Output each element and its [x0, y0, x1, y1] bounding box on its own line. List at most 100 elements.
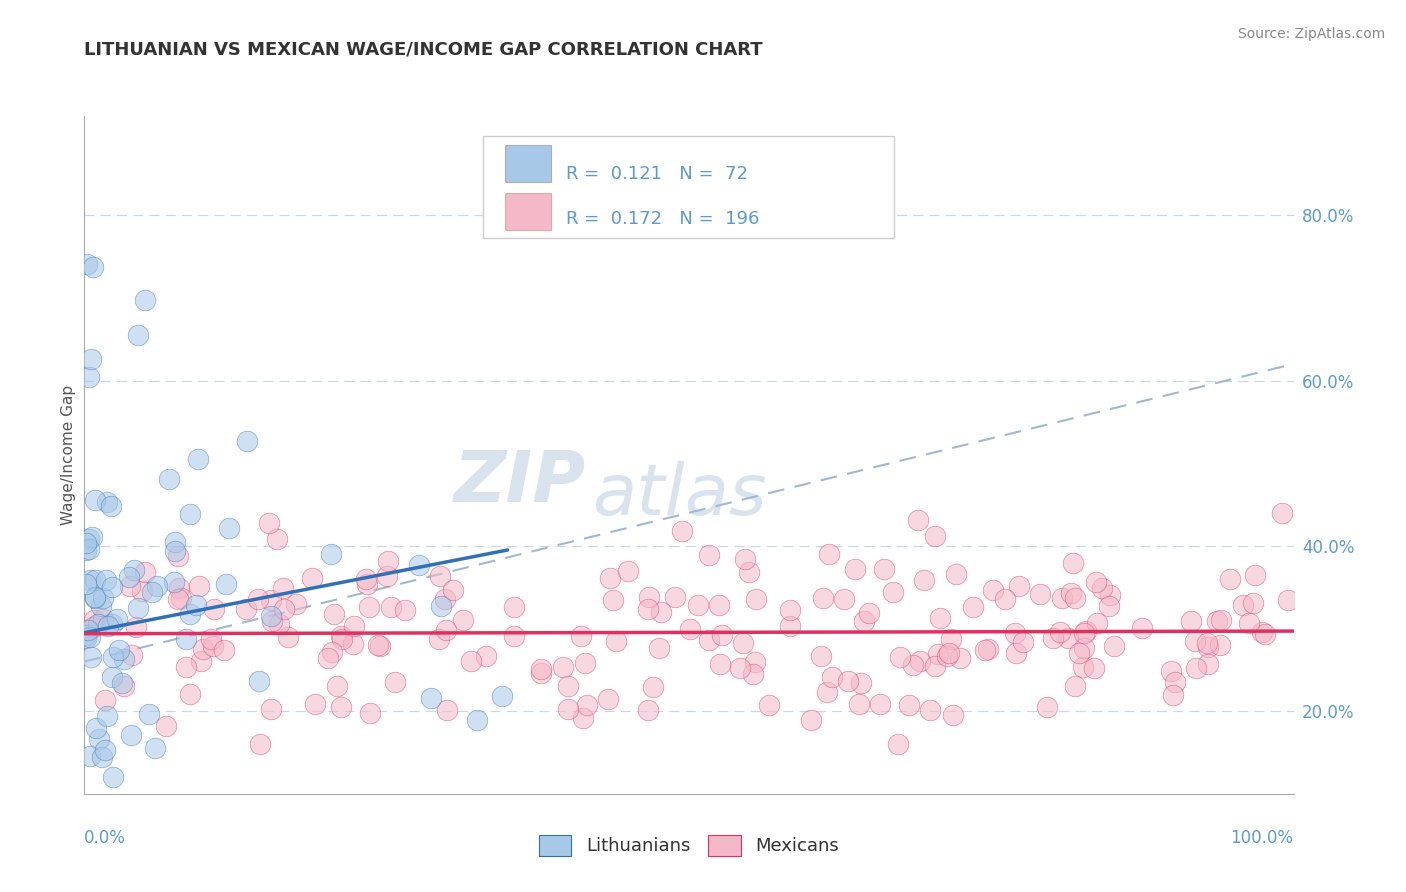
Point	[118, 570, 141, 584]
Point	[650, 605, 672, 619]
Point	[101, 580, 124, 594]
Point	[87, 616, 110, 631]
Point	[80, 351, 103, 366]
Point	[707, 598, 730, 612]
Point	[898, 698, 921, 712]
Point	[832, 592, 855, 607]
Point	[962, 600, 984, 615]
Point	[108, 643, 131, 657]
Point	[266, 532, 288, 546]
Point	[83, 493, 105, 508]
Point	[949, 651, 972, 665]
Point	[79, 532, 101, 546]
Point	[738, 565, 761, 579]
Point	[1185, 661, 1208, 675]
Point	[76, 257, 98, 271]
Point	[1008, 579, 1031, 593]
Point	[169, 581, 191, 595]
Point	[918, 703, 941, 717]
Point	[530, 666, 553, 681]
Point	[420, 691, 443, 706]
Point	[730, 661, 752, 675]
Point	[384, 675, 406, 690]
Point	[118, 579, 141, 593]
Point	[475, 648, 498, 663]
Point	[326, 679, 349, 693]
Point	[257, 516, 280, 531]
Point	[105, 612, 128, 626]
Point	[733, 636, 755, 650]
Point	[94, 743, 117, 757]
Point	[235, 434, 257, 448]
Point	[938, 646, 960, 660]
Point	[758, 698, 780, 712]
Point	[598, 691, 620, 706]
Point	[75, 628, 97, 642]
Text: Source: ZipAtlas.com: Source: ZipAtlas.com	[1237, 27, 1385, 41]
Point	[96, 709, 118, 723]
Point	[1232, 599, 1254, 613]
Point	[356, 577, 378, 591]
Point	[1004, 646, 1026, 660]
Point	[174, 632, 197, 646]
Point	[974, 643, 997, 657]
Point	[84, 721, 107, 735]
Point	[1098, 599, 1121, 613]
Point	[1057, 631, 1080, 645]
Point	[394, 603, 416, 617]
Point	[699, 548, 721, 562]
Point	[75, 631, 97, 645]
Point	[709, 657, 731, 671]
Point	[100, 499, 122, 513]
Point	[617, 564, 640, 578]
FancyBboxPatch shape	[505, 145, 551, 182]
Point	[367, 638, 389, 652]
Point	[187, 579, 209, 593]
Point	[779, 619, 801, 633]
Point	[84, 573, 107, 587]
Point	[907, 513, 929, 527]
Point	[84, 591, 107, 605]
Point	[157, 472, 180, 486]
Point	[75, 543, 97, 558]
Point	[569, 629, 592, 643]
Point	[1050, 591, 1073, 605]
Point	[179, 507, 201, 521]
Legend: Lithuanians, Mexicans: Lithuanians, Mexicans	[531, 828, 846, 863]
Point	[1160, 664, 1182, 678]
Point	[637, 601, 659, 615]
Point	[97, 619, 120, 633]
Point	[815, 685, 838, 699]
Point	[1211, 613, 1233, 627]
Point	[429, 569, 451, 583]
Point	[301, 571, 323, 585]
Point	[553, 659, 575, 673]
Point	[273, 602, 295, 616]
Point	[82, 620, 104, 634]
Point	[79, 573, 101, 587]
Point	[191, 641, 214, 656]
Point	[120, 728, 142, 742]
Point	[93, 693, 115, 707]
Point	[1036, 700, 1059, 714]
Y-axis label: Wage/Income Gap: Wage/Income Gap	[60, 384, 76, 525]
Point	[1029, 587, 1052, 601]
Point	[1085, 615, 1108, 630]
Point	[359, 599, 381, 614]
Point	[1254, 626, 1277, 640]
Point	[810, 648, 832, 663]
Point	[434, 592, 457, 607]
Point	[260, 702, 283, 716]
Point	[277, 630, 299, 644]
Point	[927, 647, 949, 661]
Point	[110, 676, 132, 690]
Point	[574, 656, 596, 670]
Point	[1130, 621, 1153, 635]
Point	[1049, 625, 1071, 640]
Point	[441, 583, 464, 598]
Point	[434, 624, 457, 638]
Point	[77, 623, 100, 637]
Point	[330, 629, 353, 643]
Point	[155, 719, 177, 733]
Point	[1277, 593, 1299, 607]
